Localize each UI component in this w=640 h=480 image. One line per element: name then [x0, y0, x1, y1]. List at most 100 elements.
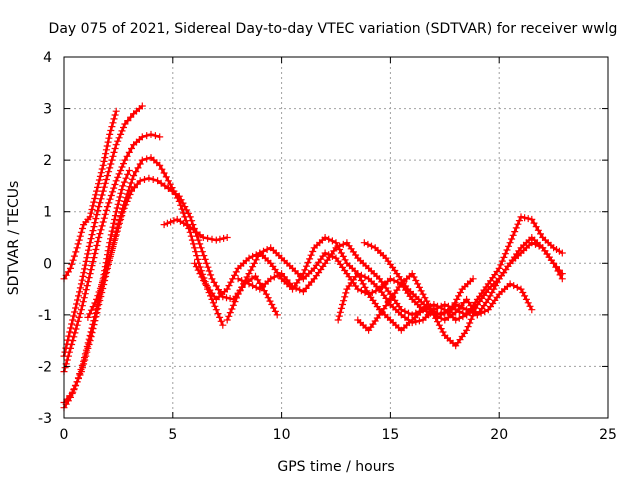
data-point-marker: [92, 246, 100, 253]
data-point-marker: [97, 169, 105, 177]
data-point-marker: [63, 356, 71, 364]
series-arc-6: [84, 174, 281, 321]
data-point-marker: [92, 215, 100, 223]
data-point-marker: [78, 276, 86, 284]
data-point-marker: [69, 316, 77, 324]
data-point-marker: [234, 275, 242, 283]
data-point-marker: [110, 184, 118, 192]
data-point-marker: [104, 138, 112, 146]
data-point-marker: [260, 247, 267, 255]
data-point-marker: [91, 299, 99, 307]
data-point-marker: [108, 156, 116, 164]
data-point-marker: [528, 215, 536, 223]
data-point-marker: [104, 172, 111, 180]
data-point-marker: [207, 271, 215, 279]
data-point-marker: [112, 208, 120, 216]
axis-ticks: 0 5 10 15 20 25 -3 -2 -1 0 1 2 3 4: [38, 50, 617, 443]
data-point-marker: [90, 317, 98, 325]
data-point-marker: [95, 234, 103, 241]
data-point-marker: [66, 328, 74, 336]
data-point-marker: [114, 137, 122, 145]
data-point-marker: [67, 393, 74, 401]
data-point-marker: [470, 308, 478, 316]
data-point-marker: [238, 277, 246, 284]
data-point-marker: [390, 277, 398, 284]
data-point-marker: [231, 298, 239, 306]
data-point-marker: [73, 244, 81, 252]
data-point-marker: [108, 246, 116, 254]
data-point-marker: [93, 211, 101, 219]
x-tick-label: 10: [273, 427, 291, 443]
data-point-marker: [143, 155, 151, 163]
data-point-marker: [217, 317, 225, 325]
data-point-marker: [122, 201, 130, 209]
data-point-marker: [203, 259, 210, 267]
data-point-marker: [119, 182, 127, 190]
data-point-marker: [115, 170, 123, 178]
data-point-marker: [67, 324, 75, 332]
data-point-marker: [70, 312, 78, 320]
data-point-marker: [136, 160, 144, 168]
data-point-marker: [163, 219, 171, 227]
data-point-marker: [100, 214, 108, 222]
data-point-marker: [111, 235, 119, 243]
data-point-marker: [105, 258, 113, 266]
data-point-marker: [68, 341, 76, 348]
data-point-marker: [87, 209, 95, 217]
data-point-marker: [292, 284, 300, 292]
data-point-marker: [309, 248, 317, 255]
data-point-marker: [119, 208, 127, 216]
data-point-marker: [77, 366, 85, 373]
data-point-marker: [126, 183, 134, 191]
data-point-marker: [225, 312, 233, 320]
data-point-marker: [495, 264, 503, 272]
y-tick-label: -2: [38, 359, 52, 375]
data-point-marker: [76, 370, 84, 378]
data-point-marker: [136, 177, 144, 185]
data-point-marker: [267, 275, 275, 283]
data-point-marker: [469, 312, 477, 320]
data-point-marker: [120, 124, 127, 131]
data-point-marker: [223, 234, 231, 241]
data-point-marker: [92, 309, 100, 317]
data-point-marker: [452, 316, 460, 324]
data-point-marker: [339, 301, 346, 308]
data-point-marker: [497, 261, 505, 269]
data-point-marker: [97, 226, 105, 234]
data-point-marker: [528, 306, 536, 314]
data-point-marker: [254, 276, 262, 284]
data-point-marker: [98, 222, 106, 230]
data-point-marker: [80, 294, 88, 302]
data-point-marker: [98, 281, 106, 289]
data-point-marker: [517, 213, 525, 221]
data-point-marker: [364, 240, 372, 248]
data-point-marker: [107, 127, 115, 134]
data-point-marker: [248, 275, 256, 283]
data-point-marker: [97, 195, 105, 203]
data-point-marker: [93, 295, 101, 303]
data-point-marker: [68, 320, 76, 328]
data-point-marker: [188, 217, 196, 225]
data-point-marker: [556, 271, 564, 279]
data-point-marker: [96, 230, 104, 238]
data-point-marker: [204, 234, 212, 242]
data-point-marker: [67, 344, 74, 352]
data-point-marker: [93, 187, 101, 195]
data-point-marker: [138, 102, 146, 110]
data-point-marker: [77, 306, 85, 314]
data-point-marker: [160, 169, 168, 177]
data-point-marker: [99, 218, 107, 226]
data-point-marker: [354, 285, 362, 293]
data-point-marker: [114, 200, 122, 208]
data-point-marker: [79, 272, 87, 280]
data-point-marker: [82, 286, 90, 294]
data-point-marker: [214, 310, 222, 318]
data-point-marker: [210, 278, 218, 286]
grid-lines: [64, 57, 608, 418]
data-point-marker: [106, 130, 114, 138]
data-point-marker: [101, 179, 109, 187]
data-point-marker: [194, 236, 202, 244]
data-point-marker: [82, 257, 90, 265]
data-point-marker: [80, 269, 88, 277]
data-point-marker: [334, 316, 342, 324]
